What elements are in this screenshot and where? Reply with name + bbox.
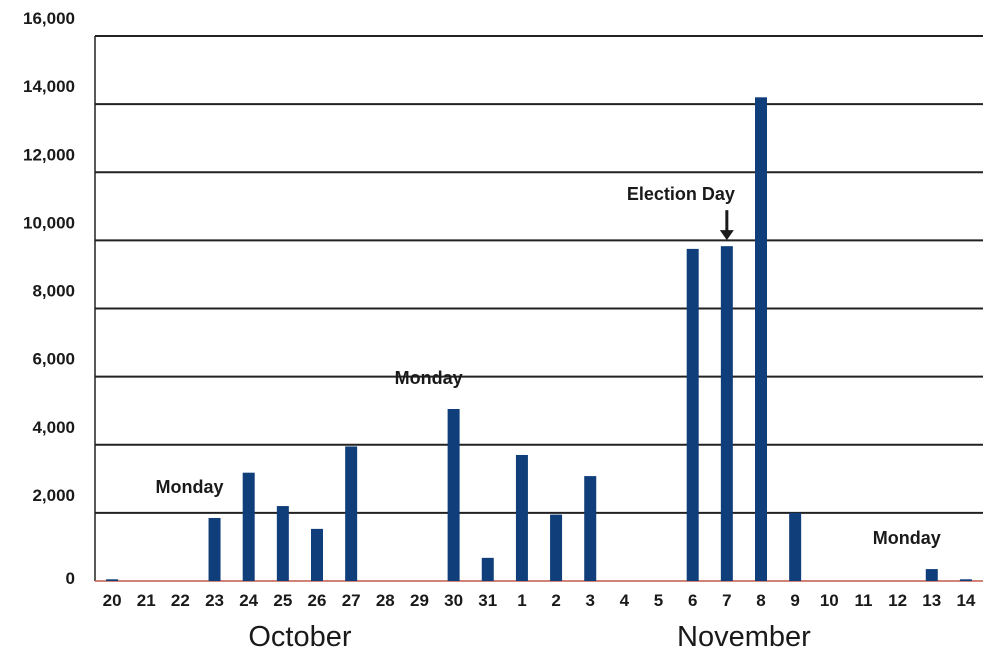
x-tick-label: 23 (205, 591, 224, 610)
annotation-label: Monday (395, 368, 463, 388)
x-tick-label: 28 (376, 591, 395, 610)
x-tick-label: 14 (956, 591, 975, 610)
y-tick-label: 10,000 (23, 213, 75, 232)
bar (584, 476, 597, 581)
x-tick-label: 21 (137, 591, 156, 610)
bar (550, 514, 563, 581)
bar (208, 517, 221, 581)
x-tick-label: 6 (688, 591, 697, 610)
x-tick-label: 7 (722, 591, 731, 610)
x-tick-label: 4 (620, 591, 630, 610)
x-tick-label: 12 (888, 591, 907, 610)
y-axis-ticks: 0 2,000 4,000 6,000 8,000 10,000 12,000 14,000 1… (23, 9, 75, 588)
month-label: November (677, 621, 811, 653)
y-tick-label: 8,000 (32, 282, 75, 301)
annotation-label: Monday (156, 477, 224, 497)
x-tick-label: 22 (171, 591, 190, 610)
x-tick-label: 24 (239, 591, 258, 610)
bar (755, 97, 767, 581)
bar (481, 557, 494, 581)
y-tick-label: 14,000 (23, 77, 75, 96)
bar (311, 528, 323, 581)
x-tick-label: 27 (342, 591, 361, 610)
x-tick-label: 29 (410, 591, 429, 610)
x-tick-label: 30 (444, 591, 463, 610)
x-tick-label: 10 (820, 591, 839, 610)
x-tick-label: 11 (854, 591, 872, 610)
bar (789, 512, 802, 581)
y-tick-label: 0 (66, 569, 75, 588)
x-axis-ticks: 20 21 22 23 24 25 26 27 28 29 30 31 1 2 3 4 5 6 7 8 9 10 11 12 1… (103, 591, 976, 610)
y-tick-label: 2,000 (32, 486, 75, 505)
bar (106, 579, 119, 581)
annotation-arrowhead (719, 230, 734, 241)
x-tick-label: 20 (103, 591, 122, 610)
bars (106, 97, 972, 581)
bar (276, 506, 289, 581)
bar (345, 446, 358, 581)
x-tick-label: 3 (585, 591, 594, 610)
bar (242, 472, 255, 581)
bar (959, 579, 972, 581)
month-labels: October November (248, 621, 811, 653)
x-tick-label: 25 (273, 591, 292, 610)
bar (925, 569, 938, 581)
x-tick-label: 8 (756, 591, 765, 610)
y-tick-label: 6,000 (32, 350, 75, 369)
annotations: Monday Monday Election Day Monday (156, 184, 941, 548)
bar (447, 408, 460, 581)
bar (686, 248, 699, 581)
y-tick-label: 16,000 (23, 9, 75, 28)
x-tick-label: 2 (551, 591, 560, 610)
x-tick-label: 1 (517, 591, 526, 610)
y-tick-label: 4,000 (32, 418, 75, 437)
annotation-label: Monday (873, 528, 941, 548)
gridlines (94, 35, 983, 582)
x-tick-label: 5 (654, 591, 663, 610)
x-tick-label: 26 (308, 591, 327, 610)
bar (720, 246, 733, 581)
y-tick-label: 12,000 (23, 145, 75, 164)
month-label: October (248, 621, 351, 653)
x-tick-label: 9 (790, 591, 799, 610)
x-tick-label: 31 (478, 591, 497, 610)
bar (515, 454, 528, 581)
annotation-label: Election Day (627, 184, 735, 204)
x-tick-label: 13 (922, 591, 941, 610)
